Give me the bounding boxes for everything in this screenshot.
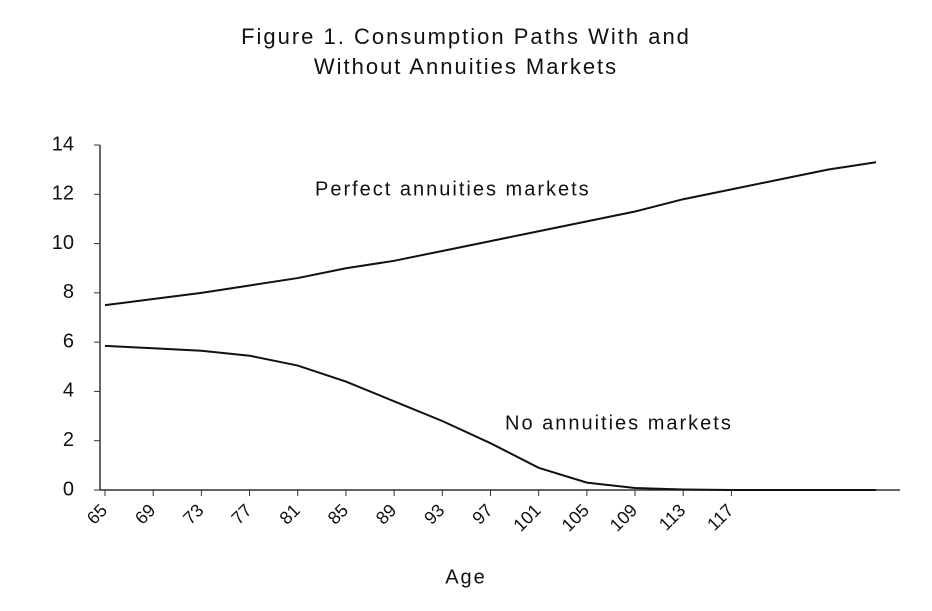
x-tick-label: 109 bbox=[606, 500, 641, 535]
x-tick-label: 97 bbox=[468, 500, 496, 528]
x-tick-label: 69 bbox=[131, 500, 159, 528]
x-tick-label: 89 bbox=[372, 500, 400, 528]
y-tick-label: 14 bbox=[52, 133, 74, 155]
y-tick-label: 8 bbox=[63, 281, 74, 303]
y-tick-label: 12 bbox=[52, 183, 74, 205]
x-tick-label: 117 bbox=[703, 500, 737, 534]
x-tick-label: 113 bbox=[655, 500, 689, 534]
line bbox=[104, 344, 876, 491]
x-tick-label: 85 bbox=[324, 500, 352, 528]
y-tick-label: 10 bbox=[52, 232, 74, 254]
x-tick-label: 81 bbox=[276, 500, 304, 528]
series-label: No annuities markets bbox=[505, 412, 733, 434]
series-label: Perfect annuities markets bbox=[315, 178, 591, 200]
y-tick-label: 2 bbox=[63, 429, 74, 451]
chart-title: Figure 1. Consumption Paths With and Wit… bbox=[241, 24, 691, 79]
y-tick-label: 0 bbox=[63, 478, 74, 500]
line bbox=[104, 161, 877, 307]
x-tick-label: 77 bbox=[227, 500, 255, 528]
x-tick-label: 65 bbox=[83, 500, 111, 528]
y-tick-label: 4 bbox=[63, 380, 74, 402]
x-tick-label: 105 bbox=[558, 500, 593, 535]
x-tick-label: 101 bbox=[509, 500, 544, 535]
x-tick-label: 93 bbox=[420, 500, 448, 528]
y-tick-label: 6 bbox=[63, 330, 74, 352]
x-tick-label: 73 bbox=[179, 500, 207, 528]
x-axis-label: Age bbox=[445, 566, 487, 588]
